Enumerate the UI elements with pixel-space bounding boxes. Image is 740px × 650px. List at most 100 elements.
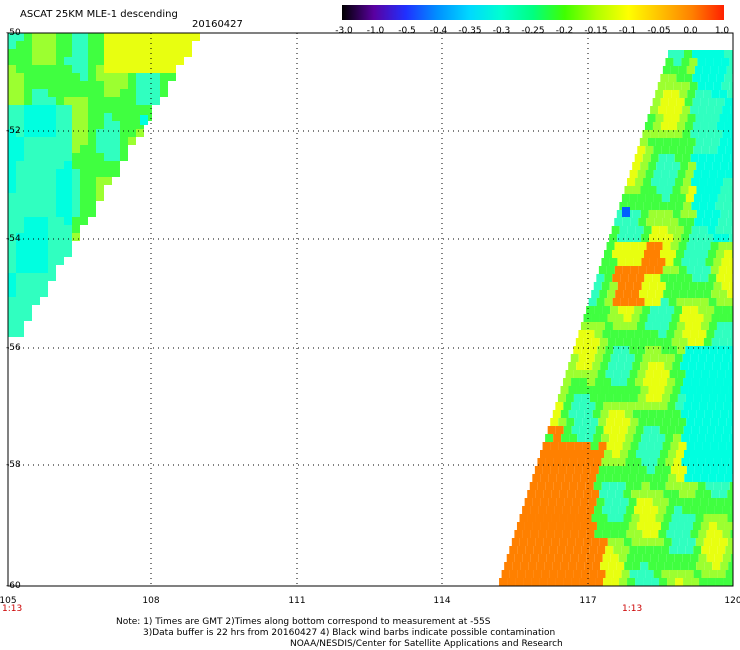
swath-pixel	[96, 121, 104, 129]
swath-pixel	[619, 226, 628, 234]
swath-pixel	[702, 466, 711, 474]
swath-pixel	[40, 113, 48, 121]
swath-pixel	[710, 242, 719, 250]
swath-pixel	[618, 354, 627, 362]
swath-pixel	[700, 250, 708, 258]
longitude-label: 117	[579, 596, 597, 606]
latitude-label: -56	[6, 343, 21, 353]
swath-pixel	[574, 442, 583, 450]
swath-pixel	[716, 274, 725, 282]
swath-pixel	[717, 394, 726, 402]
swath-pixel	[557, 570, 566, 578]
swath-pixel	[16, 305, 24, 313]
swath-pixel	[8, 49, 16, 57]
swath-pixel	[672, 562, 681, 570]
swath-pixel	[8, 121, 16, 129]
swath-pixel	[625, 258, 634, 266]
swath-pixel	[144, 89, 152, 97]
swath-pixel	[80, 73, 88, 81]
swath-pixel	[24, 265, 32, 273]
swath-pixel	[683, 578, 692, 586]
swath-pixel	[599, 290, 608, 298]
swath-pixel	[40, 217, 48, 225]
swath-pixel	[48, 145, 56, 153]
swath-pixel	[80, 89, 88, 97]
swath-pixel	[507, 578, 516, 586]
swath-pixel	[665, 282, 674, 290]
swath-pixel	[96, 49, 104, 57]
swath-pixel	[48, 225, 56, 233]
swath-pixel	[587, 402, 596, 410]
swath-pixel	[645, 146, 654, 154]
swath-pixel	[607, 514, 616, 522]
swath-pixel	[728, 362, 733, 370]
swath-pixel	[120, 121, 128, 129]
swath-pixel	[691, 402, 700, 410]
swath-pixel	[673, 282, 682, 290]
swath-pixel	[673, 458, 682, 466]
swath-pixel	[16, 89, 24, 97]
swath-pixel	[705, 258, 714, 266]
swath-pixel	[632, 386, 641, 394]
swath-pixel	[690, 106, 699, 114]
swath-pixel	[64, 161, 72, 169]
swath-pixel	[683, 426, 692, 434]
swath-pixel	[645, 170, 654, 178]
swath-pixel	[660, 322, 669, 330]
swath-pixel	[112, 41, 120, 49]
swath-pixel	[703, 338, 712, 346]
swath-pixel	[56, 145, 64, 153]
swath-pixel	[48, 137, 56, 145]
swath-pixel	[711, 514, 720, 522]
swath-pixel	[56, 249, 64, 257]
swath-pixel	[653, 194, 662, 202]
swath-pixel	[655, 290, 664, 298]
swath-pixel	[650, 106, 659, 114]
swath-pixel	[24, 177, 32, 185]
swath-pixel	[683, 226, 692, 234]
swath-pixel	[56, 257, 64, 265]
swath-pixel	[8, 153, 16, 161]
swath-pixel	[643, 402, 652, 410]
swath-pixel	[731, 202, 733, 210]
swath-pixel	[690, 354, 699, 362]
swath-pixel	[32, 145, 40, 153]
swath-pixel	[707, 578, 716, 586]
swath-pixel	[692, 250, 700, 258]
swath-pixel	[24, 305, 32, 313]
swath-pixel	[104, 177, 112, 185]
swath-pixel	[8, 249, 16, 257]
swath-pixel	[88, 153, 96, 161]
colorbar-tick-label: -0.05	[647, 26, 671, 36]
swath-pixel	[647, 314, 656, 322]
swath-pixel	[652, 322, 661, 330]
swath-pixel	[663, 90, 672, 98]
swath-pixel	[632, 210, 641, 218]
swath-pixel	[648, 162, 657, 170]
swath-pixel	[144, 97, 152, 105]
swath-pixel	[700, 474, 709, 482]
swath-pixel	[128, 105, 136, 113]
swath-pixel	[652, 122, 661, 130]
swath-pixel	[582, 418, 591, 426]
swath-pixel	[8, 305, 16, 313]
swath-pixel	[668, 98, 677, 106]
swath-pixel	[24, 225, 32, 233]
swath-pixel	[669, 146, 678, 154]
swath-pixel	[586, 506, 595, 514]
swath-pixel	[605, 394, 614, 402]
swath-pixel	[56, 89, 64, 97]
swath-pixel	[589, 370, 598, 378]
swath-pixel	[693, 546, 702, 554]
swath-pixel	[625, 234, 634, 242]
swath-pixel	[627, 226, 636, 234]
swath-pixel	[718, 418, 727, 426]
swath-pixel	[688, 386, 697, 394]
swath-pixel	[136, 105, 144, 113]
swath-pixel	[602, 530, 611, 538]
swath-pixel	[24, 241, 32, 249]
swath-pixel	[152, 41, 160, 49]
swath-pixel	[144, 41, 152, 49]
swath-pixel	[56, 177, 64, 185]
swath-pixel	[726, 66, 733, 74]
